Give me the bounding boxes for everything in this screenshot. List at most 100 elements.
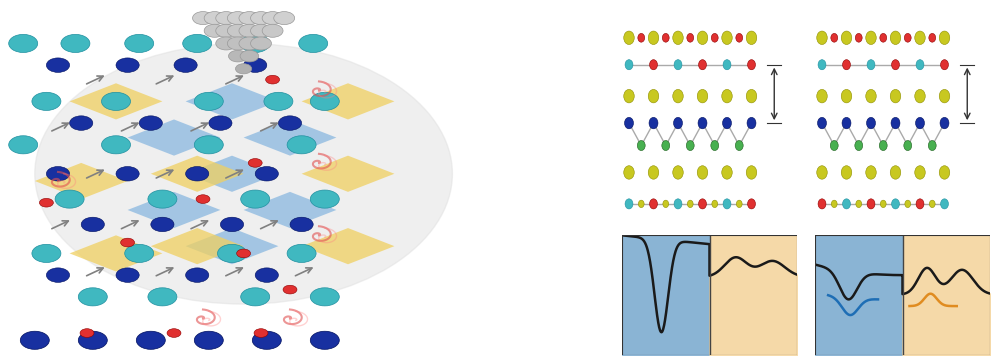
Circle shape	[136, 331, 165, 349]
Circle shape	[262, 24, 283, 37]
Circle shape	[915, 166, 925, 179]
Circle shape	[736, 33, 743, 42]
Circle shape	[892, 199, 899, 209]
Circle shape	[186, 268, 209, 282]
Circle shape	[194, 136, 223, 154]
Circle shape	[663, 200, 669, 207]
Circle shape	[125, 244, 154, 262]
Circle shape	[216, 12, 237, 25]
Circle shape	[673, 31, 683, 45]
Circle shape	[151, 217, 174, 232]
Circle shape	[266, 75, 280, 84]
Circle shape	[817, 166, 827, 179]
Circle shape	[736, 200, 742, 207]
Circle shape	[904, 33, 911, 42]
Circle shape	[746, 166, 757, 179]
Circle shape	[831, 33, 838, 42]
Circle shape	[167, 329, 181, 337]
Polygon shape	[128, 192, 220, 228]
Circle shape	[193, 12, 213, 25]
Circle shape	[287, 136, 316, 154]
Circle shape	[929, 33, 936, 42]
Circle shape	[650, 199, 657, 209]
Circle shape	[735, 140, 743, 151]
Circle shape	[915, 31, 925, 45]
Circle shape	[722, 89, 732, 103]
Circle shape	[723, 199, 731, 209]
Circle shape	[186, 167, 209, 181]
Circle shape	[880, 33, 887, 42]
Circle shape	[174, 58, 197, 72]
Circle shape	[251, 37, 271, 50]
Circle shape	[817, 31, 827, 45]
Circle shape	[80, 329, 94, 337]
Circle shape	[841, 166, 852, 179]
Circle shape	[687, 200, 693, 207]
Circle shape	[218, 244, 246, 262]
Circle shape	[240, 50, 259, 62]
Circle shape	[209, 116, 232, 130]
Circle shape	[116, 167, 139, 181]
Polygon shape	[186, 156, 278, 192]
Circle shape	[239, 24, 260, 37]
Circle shape	[239, 12, 260, 25]
Circle shape	[746, 31, 757, 45]
Polygon shape	[70, 83, 162, 119]
Circle shape	[39, 198, 53, 207]
Ellipse shape	[35, 43, 452, 304]
Circle shape	[78, 331, 107, 349]
Circle shape	[194, 92, 223, 110]
Circle shape	[747, 117, 756, 129]
Circle shape	[649, 117, 658, 129]
Circle shape	[251, 24, 271, 37]
Circle shape	[674, 117, 682, 129]
Circle shape	[46, 58, 70, 72]
Circle shape	[831, 200, 837, 207]
Circle shape	[880, 200, 886, 207]
Circle shape	[624, 89, 634, 103]
Circle shape	[674, 199, 682, 209]
Circle shape	[904, 140, 912, 151]
Bar	[815, 235, 902, 355]
Circle shape	[866, 89, 876, 103]
Circle shape	[915, 89, 925, 103]
Circle shape	[855, 33, 862, 42]
Circle shape	[748, 199, 755, 209]
Circle shape	[255, 268, 278, 282]
Circle shape	[148, 288, 177, 306]
Circle shape	[227, 12, 248, 25]
Circle shape	[70, 116, 93, 130]
Polygon shape	[302, 156, 394, 192]
Polygon shape	[151, 156, 244, 192]
Circle shape	[939, 89, 950, 103]
Circle shape	[287, 244, 316, 262]
Circle shape	[254, 329, 268, 337]
Circle shape	[638, 33, 645, 42]
Circle shape	[892, 60, 899, 70]
Circle shape	[687, 33, 694, 42]
Polygon shape	[70, 235, 162, 272]
Circle shape	[310, 92, 339, 110]
Circle shape	[248, 159, 262, 167]
Polygon shape	[186, 83, 278, 119]
Circle shape	[638, 200, 644, 207]
Circle shape	[723, 117, 731, 129]
Circle shape	[916, 60, 924, 70]
Circle shape	[20, 331, 49, 349]
Circle shape	[817, 89, 827, 103]
Circle shape	[648, 166, 659, 179]
Circle shape	[866, 166, 876, 179]
Circle shape	[928, 140, 936, 151]
Circle shape	[662, 140, 670, 151]
Circle shape	[624, 31, 634, 45]
Bar	[622, 235, 710, 355]
Circle shape	[856, 200, 862, 207]
Circle shape	[940, 117, 949, 129]
Circle shape	[841, 31, 852, 45]
Circle shape	[712, 200, 718, 207]
Circle shape	[9, 136, 38, 154]
Circle shape	[686, 140, 694, 151]
Circle shape	[251, 12, 271, 25]
Circle shape	[818, 60, 826, 70]
Circle shape	[866, 31, 876, 45]
